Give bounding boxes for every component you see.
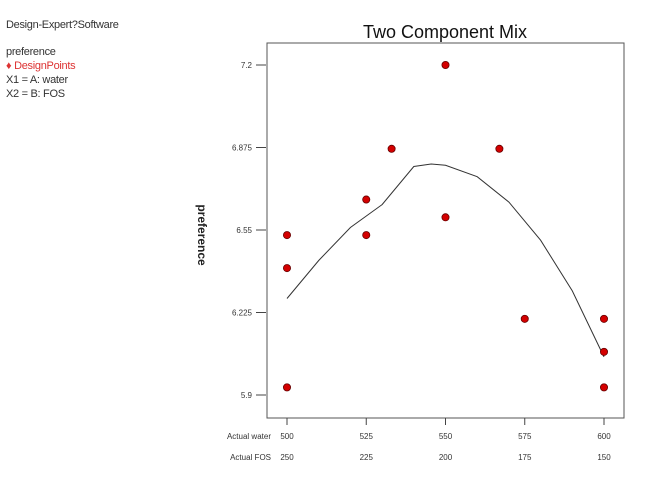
x-tick-label-water: 600 <box>597 432 611 441</box>
x-tick-label-fos: 250 <box>280 453 294 462</box>
x2-label: X2 = B: FOS <box>6 88 65 100</box>
design-point <box>282 231 291 240</box>
x-row-label-water: Actual water <box>227 432 271 441</box>
x-tick-label-water: 550 <box>439 432 453 441</box>
software-label: Design-Expert?Software <box>6 19 119 31</box>
y-axis-label: preference <box>195 204 209 266</box>
design-point <box>441 213 450 222</box>
plot-frame <box>266 42 625 419</box>
x-row-label-fos: Actual FOS <box>230 453 271 462</box>
x-tick-label-water: 525 <box>360 432 374 441</box>
design-point <box>362 195 371 204</box>
y-tick-label: 5.9 <box>241 391 253 400</box>
design-point <box>600 314 609 323</box>
fit-curve <box>286 163 605 358</box>
design-point <box>362 231 371 240</box>
design-point <box>520 314 529 323</box>
x-tick-label-fos: 200 <box>439 453 453 462</box>
design-point <box>600 383 609 392</box>
diamond-icon: ♦ <box>6 60 12 72</box>
x-tick-label-fos: 175 <box>518 453 532 462</box>
design-point <box>600 347 609 356</box>
chart-title: Two Component Mix <box>363 22 527 42</box>
x-tick-label-fos: 225 <box>360 453 374 462</box>
y-tick-label: 6.225 <box>232 309 253 318</box>
x-tick-label-water: 500 <box>280 432 294 441</box>
design-point <box>282 264 291 273</box>
design-point <box>282 383 291 392</box>
design-point <box>495 144 504 153</box>
x-tick-label-water: 575 <box>518 432 532 441</box>
design-point <box>441 61 450 70</box>
y-tick-label: 6.55 <box>236 226 252 235</box>
design-point <box>387 144 396 153</box>
legend: Design-Expert?Software preference ♦ Desi… <box>6 18 119 101</box>
design-points-label: ♦ DesignPoints <box>6 60 76 72</box>
y-tick-label: 6.875 <box>232 144 253 153</box>
x-tick-label-fos: 150 <box>597 453 611 462</box>
x1-label: X1 = A: water <box>6 74 68 86</box>
response-label: preference <box>6 46 56 58</box>
y-tick-label: 7.2 <box>241 61 253 70</box>
